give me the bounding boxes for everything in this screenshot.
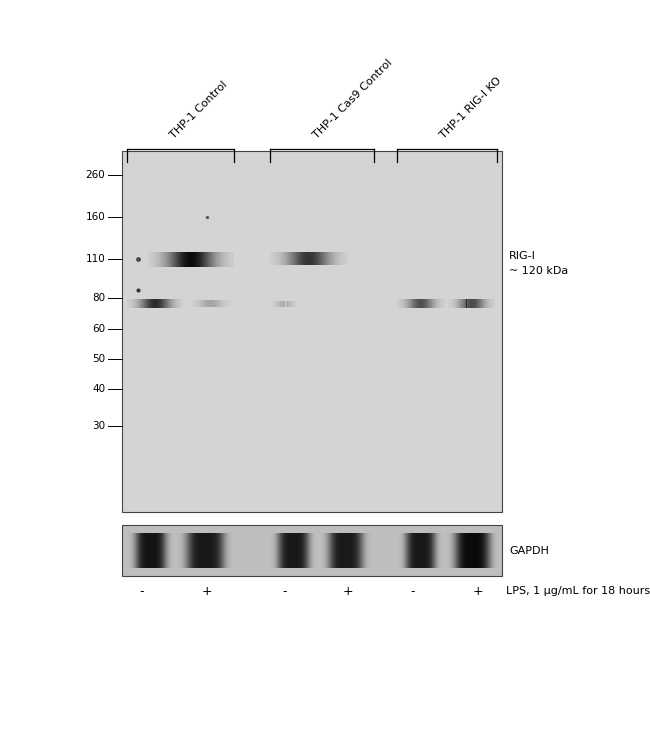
Text: THP-1 RIG-I KO: THP-1 RIG-I KO (438, 75, 503, 140)
Text: 60: 60 (92, 324, 105, 335)
Text: 110: 110 (86, 254, 105, 265)
Text: 80: 80 (92, 293, 105, 304)
Text: -: - (283, 584, 287, 598)
Text: LPS, 1 μg/mL for 18 hours: LPS, 1 μg/mL for 18 hours (506, 586, 650, 596)
Text: 50: 50 (92, 354, 105, 364)
Bar (122, 151, 502, 512)
Text: +: + (473, 584, 483, 598)
Text: +: + (202, 584, 212, 598)
Text: -: - (140, 584, 144, 598)
Text: 40: 40 (92, 384, 105, 394)
Text: 160: 160 (86, 212, 105, 222)
Text: 260: 260 (86, 170, 105, 181)
Text: GAPDH: GAPDH (509, 545, 549, 556)
Text: ~ 120 kDa: ~ 120 kDa (509, 266, 568, 276)
Text: -: - (411, 584, 415, 598)
Text: THP-1 Control: THP-1 Control (168, 79, 229, 140)
Bar (122, 525, 502, 576)
Text: +: + (343, 584, 353, 598)
Text: RIG-I: RIG-I (509, 251, 536, 262)
Text: THP-1 Cas9 Control: THP-1 Cas9 Control (311, 57, 395, 140)
Text: 30: 30 (92, 421, 105, 431)
